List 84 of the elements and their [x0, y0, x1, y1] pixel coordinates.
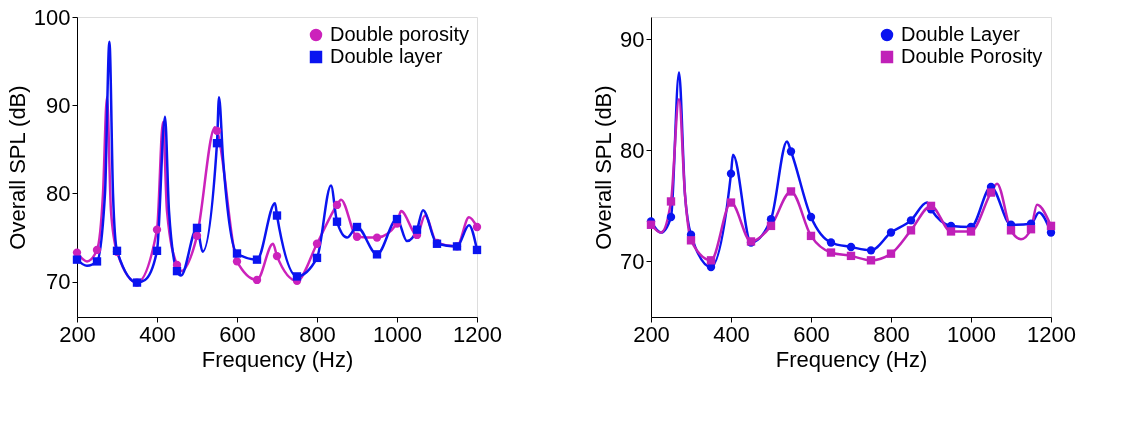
point: [846, 251, 856, 261]
point: [472, 245, 482, 255]
y-tick-label: 70: [46, 269, 71, 295]
point: [212, 126, 222, 135]
x-tick-label: 1000: [373, 321, 422, 347]
point: [92, 245, 102, 255]
point: [906, 226, 916, 235]
point: [826, 248, 836, 257]
point: [312, 239, 322, 248]
y-tick-label: 80: [620, 137, 645, 163]
point: [866, 246, 876, 255]
point: [1006, 226, 1016, 235]
x-tick-label: 400: [713, 321, 750, 347]
point: [666, 197, 676, 206]
point: [192, 231, 202, 240]
point: [332, 217, 342, 226]
point: [806, 212, 816, 222]
x-axis-title: Frequency (Hz): [201, 346, 354, 372]
point: [372, 233, 382, 242]
point: [232, 257, 242, 266]
point: [686, 236, 696, 245]
x-tick-label: 800: [873, 321, 910, 347]
x-axis-title: Frequency (Hz): [775, 346, 928, 372]
point: [352, 222, 362, 232]
legend-label: Double Layer: [901, 23, 1021, 45]
point: [472, 222, 482, 232]
point: [1046, 221, 1056, 231]
point: [352, 232, 362, 241]
point: [312, 253, 322, 263]
point: [292, 272, 302, 281]
x-tick-label: 200: [59, 321, 96, 347]
legend-label: Double Porosity: [901, 45, 1043, 67]
point: [232, 249, 242, 258]
point: [372, 250, 382, 259]
point: [786, 187, 796, 196]
legend-label: Double porosity: [330, 23, 469, 45]
point: [886, 228, 896, 237]
x-tick-label: 1200: [1027, 321, 1076, 347]
point: [152, 246, 162, 256]
x-tick-label: 600: [793, 321, 830, 347]
point: [272, 211, 282, 220]
x-tick-label: 1000: [947, 321, 996, 347]
point: [866, 256, 876, 265]
point: [766, 221, 776, 231]
point: [1026, 225, 1036, 234]
y-tick-label: 100: [33, 4, 71, 30]
point: [272, 251, 282, 261]
point: [72, 255, 82, 264]
point: [172, 266, 182, 276]
point: [726, 198, 736, 207]
point: [926, 201, 936, 211]
x-tick-label: 800: [299, 321, 336, 347]
point: [92, 257, 102, 266]
x-tick-label: 200: [633, 321, 670, 347]
x-tick-label: 600: [219, 321, 256, 347]
point: [846, 242, 856, 252]
point: [906, 216, 916, 225]
legend-label: Double layer: [330, 45, 443, 67]
point: [252, 275, 262, 285]
point: [946, 227, 956, 236]
point: [886, 249, 896, 258]
point: [806, 231, 816, 241]
y-tick-label: 70: [620, 248, 645, 274]
point: [152, 225, 162, 234]
point: [392, 214, 402, 224]
y-axis-title: Overall SPL (dB): [591, 85, 617, 250]
point: [966, 227, 976, 236]
x-tick-label: 1200: [453, 321, 502, 347]
point: [332, 200, 342, 210]
point: [786, 147, 796, 156]
x-tick-label: 400: [139, 321, 176, 347]
point: [706, 256, 716, 265]
point: [252, 255, 262, 264]
y-tick-label: 80: [46, 180, 71, 206]
point: [826, 238, 836, 247]
point: [666, 212, 676, 222]
point: [212, 138, 222, 148]
point: [412, 225, 422, 234]
point: [726, 169, 736, 178]
point: [192, 223, 202, 233]
y-tick-label: 90: [620, 26, 645, 52]
y-tick-label: 90: [46, 92, 71, 118]
point: [986, 188, 996, 197]
y-axis-title: Overall SPL (dB): [4, 85, 30, 250]
